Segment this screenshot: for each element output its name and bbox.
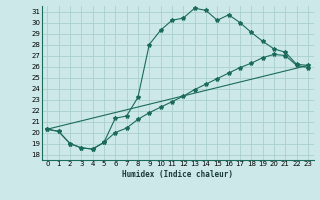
X-axis label: Humidex (Indice chaleur): Humidex (Indice chaleur) [122, 170, 233, 179]
